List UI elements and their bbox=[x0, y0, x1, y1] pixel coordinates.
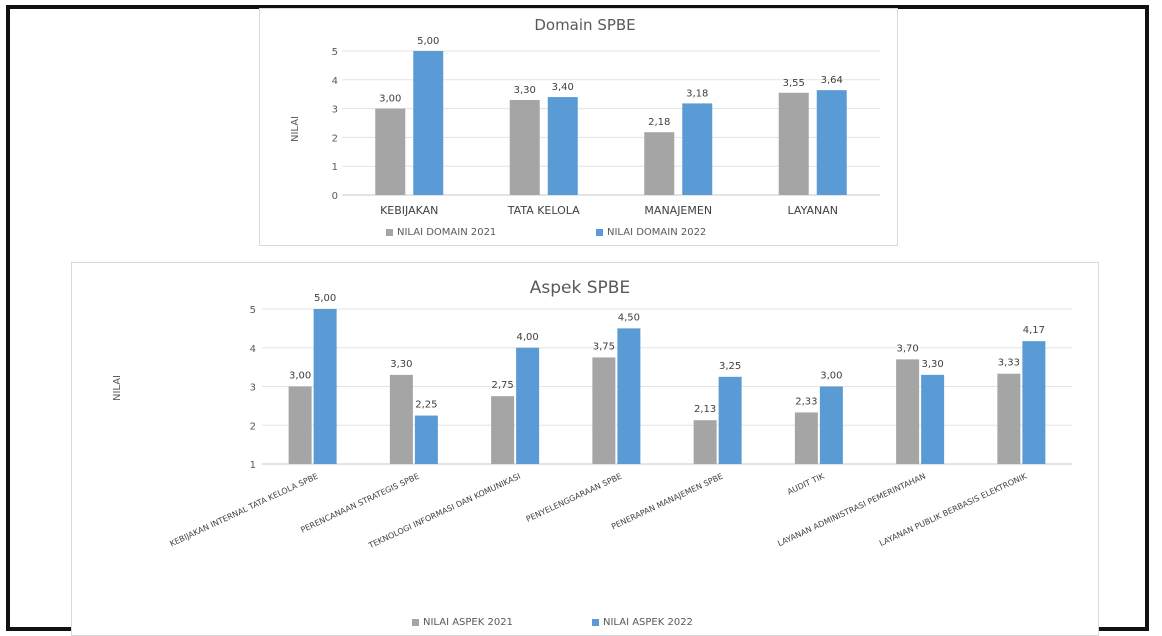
y-tick-label: 4 bbox=[332, 76, 338, 87]
legend-label-2: NILAI DOMAIN 2022 bbox=[607, 227, 706, 238]
y-tick-label: 3 bbox=[250, 383, 256, 394]
bar-series1 bbox=[794, 412, 818, 464]
data-label: 4,50 bbox=[618, 312, 640, 323]
data-label: 2,75 bbox=[491, 380, 513, 391]
domain-spbe-svg: Domain SPBE NILAI 0 1 2 3 4 5 3,00 5,00 KEBIJAKAN 3… bbox=[290, 16, 880, 238]
data-label: 3,00 bbox=[289, 371, 311, 382]
data-label: 3,00 bbox=[379, 94, 401, 105]
data-label: 2,18 bbox=[648, 117, 670, 128]
bar-series1 bbox=[288, 386, 312, 464]
bar-series1 bbox=[389, 374, 413, 464]
bar-series1 bbox=[997, 373, 1021, 464]
category-label: MANAJEMEN bbox=[644, 204, 712, 217]
data-label: 3,55 bbox=[783, 78, 805, 89]
y-tick-label: 5 bbox=[332, 47, 338, 58]
bar-series1 bbox=[644, 132, 675, 195]
data-label: 3,30 bbox=[390, 359, 412, 370]
category-label: TATA KELOLA bbox=[507, 204, 580, 217]
data-label: 3,30 bbox=[514, 85, 536, 96]
bar-series1 bbox=[693, 420, 717, 464]
data-label: 3,30 bbox=[921, 359, 943, 370]
domain-spbe-chart: Domain SPBE NILAI 0 1 2 3 4 5 3,00 5,00 KEBIJAKAN 3… bbox=[259, 8, 898, 246]
data-label: 3,64 bbox=[821, 75, 843, 86]
legend-swatch-2 bbox=[592, 619, 599, 626]
y-tick-label: 2 bbox=[332, 133, 338, 144]
bar-series2 bbox=[516, 347, 540, 464]
bar-series1 bbox=[491, 396, 515, 464]
aspek-spbe-chart: Aspek SPBE NILAI 1 2 3 4 5 3,00 5,00 KEBIJAKAN IN… bbox=[71, 262, 1099, 636]
category-label: PENYELENGGARAAN SPBE bbox=[525, 472, 624, 524]
y-tick-label: 1 bbox=[250, 460, 256, 471]
y-axis-label: NILAI bbox=[290, 116, 301, 142]
bar-series2 bbox=[313, 309, 337, 464]
y-tick-label: 2 bbox=[250, 421, 256, 432]
data-label: 4,00 bbox=[516, 332, 538, 343]
y-tick-label: 1 bbox=[332, 162, 338, 173]
category-label: KEBIJAKAN bbox=[380, 204, 438, 217]
data-label: 5,00 bbox=[417, 36, 439, 47]
data-label: 2,13 bbox=[694, 404, 716, 415]
bar-series1 bbox=[778, 92, 809, 195]
bar-series2 bbox=[819, 386, 843, 464]
chart-title: Domain SPBE bbox=[534, 16, 635, 34]
bar-series2 bbox=[1022, 341, 1046, 464]
bar-series2 bbox=[617, 328, 641, 464]
data-label: 3,70 bbox=[896, 343, 918, 354]
category-label: LAYANAN bbox=[788, 204, 838, 217]
y-axis-label: NILAI bbox=[112, 375, 123, 401]
bar-series2 bbox=[718, 376, 742, 464]
bar-series1 bbox=[375, 108, 406, 195]
legend-swatch-1 bbox=[412, 619, 419, 626]
legend-label-1: NILAI DOMAIN 2021 bbox=[397, 227, 496, 238]
category-label: AUDIT TIK bbox=[786, 471, 827, 496]
y-tick-label: 4 bbox=[250, 344, 256, 355]
data-label: 5,00 bbox=[314, 293, 336, 304]
bar-series2 bbox=[547, 97, 578, 195]
data-label: 3,75 bbox=[593, 341, 615, 352]
data-label: 4,17 bbox=[1023, 325, 1045, 336]
data-label: 3,40 bbox=[552, 82, 574, 93]
bar-series2 bbox=[682, 103, 713, 195]
y-tick-label: 0 bbox=[332, 191, 338, 202]
data-label: 2,33 bbox=[795, 396, 817, 407]
bar-series2 bbox=[921, 374, 945, 464]
legend-label-2: NILAI ASPEK 2022 bbox=[603, 617, 693, 628]
category-label: KEBIJAKAN INTERNAL TATA KELOLA SPBE bbox=[168, 472, 319, 549]
aspek-spbe-svg: Aspek SPBE NILAI 1 2 3 4 5 3,00 5,00 KEBIJAKAN IN… bbox=[112, 278, 1072, 628]
bar-series1 bbox=[592, 357, 616, 464]
chart-title: Aspek SPBE bbox=[530, 278, 630, 298]
bar-series2 bbox=[816, 90, 847, 195]
bar-series1 bbox=[509, 99, 540, 195]
legend-label-1: NILAI ASPEK 2021 bbox=[423, 617, 513, 628]
legend-swatch-2 bbox=[596, 229, 603, 236]
data-label: 3,33 bbox=[998, 358, 1020, 369]
data-label: 2,25 bbox=[415, 400, 437, 411]
category-label: PENERAPAN MANAJEMEN SPBE bbox=[610, 472, 724, 532]
y-tick-label: 3 bbox=[332, 105, 338, 116]
bar-series2 bbox=[414, 415, 438, 464]
data-label: 3,18 bbox=[686, 88, 708, 99]
bar-series2 bbox=[413, 51, 444, 195]
y-tick-label: 5 bbox=[250, 305, 256, 316]
data-label: 3,00 bbox=[820, 371, 842, 382]
data-label: 3,25 bbox=[719, 361, 741, 372]
legend-swatch-1 bbox=[386, 229, 393, 236]
bar-series1 bbox=[896, 359, 920, 464]
